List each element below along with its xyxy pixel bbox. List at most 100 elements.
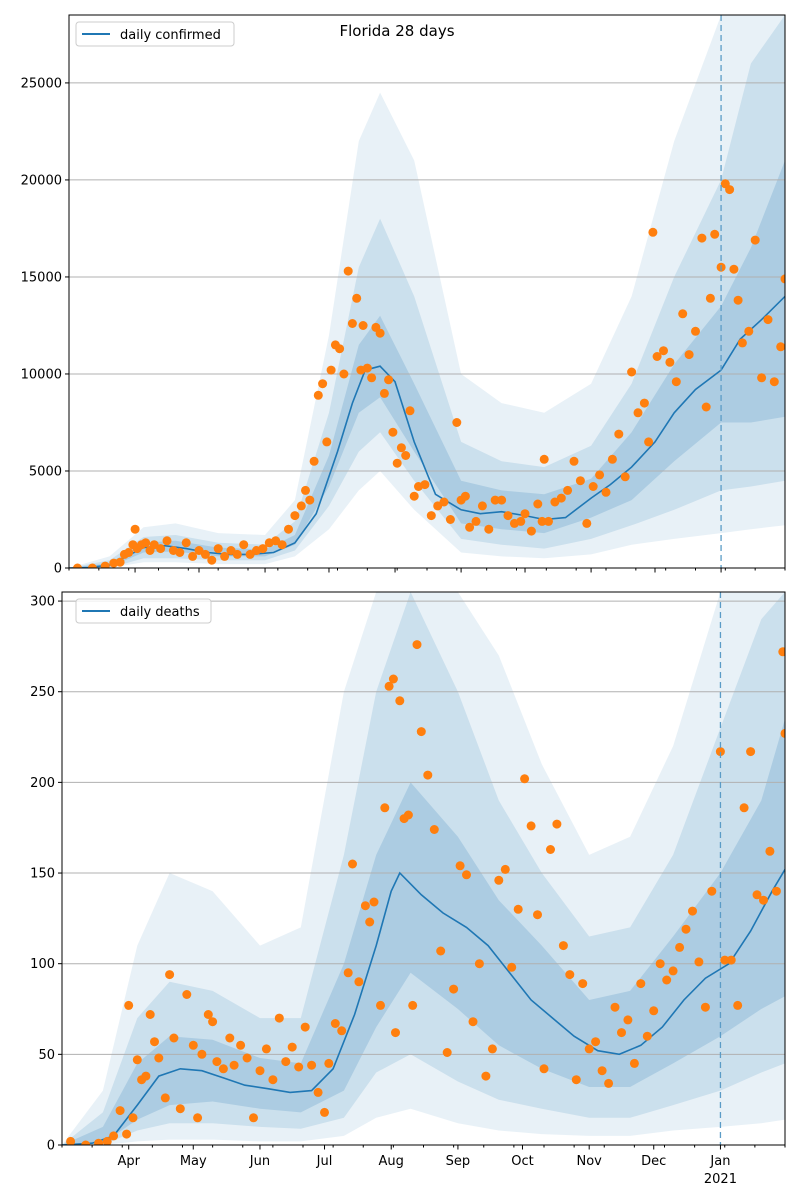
deaths-observed-point [66,1136,76,1145]
x-tick-label: Oct [511,1154,533,1169]
confirmed-observed-point [347,319,357,328]
confirmed-observed-point [313,390,323,400]
deaths-observed-point [578,979,588,989]
deaths-observed-point [623,1015,633,1025]
deaths-observed-point [533,910,542,920]
deaths-observed-point [324,1058,334,1068]
confirmed-observed-point [595,470,605,480]
x-tick-label: Jan [709,1154,730,1169]
deaths-legend-label: daily deaths [120,605,200,620]
deaths-observed-point [733,1000,743,1010]
deaths-observed-point [81,1140,91,1145]
confirmed-observed-point [526,526,536,536]
confirmed-observed-point [392,458,402,468]
chart-title: Florida 28 days [339,22,454,40]
confirmed-observed-points [73,179,785,568]
confirmed-observed-point [232,549,242,559]
deaths-observed-point [681,924,691,934]
deaths-observed-point [376,1000,385,1010]
deaths-observed-point [320,1107,329,1117]
deaths-observed-point [182,990,192,999]
deaths-observed-point [649,1006,659,1016]
deaths-observed-point [255,1066,265,1076]
deaths-observed-point [124,1000,134,1010]
deaths-observed-point [330,1019,340,1028]
confirmed-observed-point [465,522,475,532]
confirmed-mean-line-group [69,295,785,568]
confirmed-observed-point [396,443,406,453]
confirmed-observed-point [601,487,611,497]
confirmed-observed-point [575,476,585,486]
deaths-observed-point [391,1028,400,1038]
confirmed-band-middle [69,15,785,568]
deaths-observed-point [348,859,357,869]
deaths-observed-point [369,897,379,907]
deaths-observed-point [128,1113,138,1123]
confirmed-observed-point [644,437,654,447]
confirmed-observed-point [296,501,306,511]
deaths-observed-point [494,875,504,885]
deaths-chart-panel: 0 50 100 150 200 250 300 Apr May Jun Jul Aug Sep Oct… [30,591,786,1187]
deaths-observed-point [343,968,353,978]
deaths-observed-point [287,1042,297,1052]
confirmed-observed-point [445,515,455,524]
deaths-observed-point [150,1037,159,1047]
deaths-observed-point [571,1075,581,1085]
confirmed-band-inner [69,160,785,568]
confirmed-observed-point [725,185,735,195]
deaths-observed-point [225,1033,235,1043]
confirmed-observed-point [750,235,760,245]
deaths-observed-point [694,957,704,967]
confirmed-observed-point [258,544,268,554]
deaths-mean-line-group [62,868,785,1145]
deaths-observed-point [675,942,685,952]
deaths-observed-point [662,975,672,985]
deaths-y-tick-label: 150 [30,867,55,882]
confirmed-y-tick-label: 5000 [29,464,62,479]
confirmed-observed-point [362,363,372,373]
deaths-observed-point [403,810,413,820]
confirmed-observed-point [87,563,97,568]
confirmed-observed-point [614,429,624,439]
confirmed-observed-point [239,540,249,550]
confirmed-observed-point [181,538,191,548]
confirmed-observed-point [277,540,287,550]
deaths-observed-point [141,1071,151,1081]
confirmed-observed-point [520,509,530,519]
confirmed-y-tick-label: 0 [54,562,62,577]
deaths-observed-point [474,959,484,969]
deaths-observed-point [700,1002,710,1012]
confirmed-observed-point [384,375,394,385]
confirmed-observed-point [477,501,487,511]
confirmed-observed-point [326,365,336,375]
confirmed-observed-point [544,516,553,526]
deaths-observed-point [109,1131,119,1141]
x-tick-label: Dec [641,1154,666,1169]
deaths-observed-point [145,1010,155,1019]
deaths-observed-point [416,727,426,737]
deaths-observed-point [636,979,646,989]
deaths-observed-point [449,984,459,994]
confirmed-observed-point [290,511,300,521]
confirmed-observed-point [439,497,449,507]
deaths-observed-point [281,1057,291,1067]
confirmed-observed-point [705,293,715,303]
deaths-observed-point [726,955,736,965]
deaths-observed-point [500,864,510,874]
confirmed-observed-point [757,373,767,383]
confirmed-observed-point [141,538,151,548]
deaths-legend: daily deaths [75,598,212,624]
confirmed-observed-point [497,495,507,505]
deaths-observed-point [591,1037,601,1047]
deaths-observed-point [429,825,439,834]
confirmed-observed-point [582,518,592,528]
confirmed-observed-point [697,233,707,243]
confirmed-observed-point [620,472,630,482]
deaths-observed-point [707,886,717,896]
confirmed-observed-point [358,321,368,330]
deaths-observed-point [462,870,471,880]
confirmed-observed-point [156,544,166,554]
deaths-observed-point [307,1060,317,1070]
x-tick-label: Aug [379,1154,404,1169]
confirmed-y-tick-label: 15000 [21,270,62,285]
